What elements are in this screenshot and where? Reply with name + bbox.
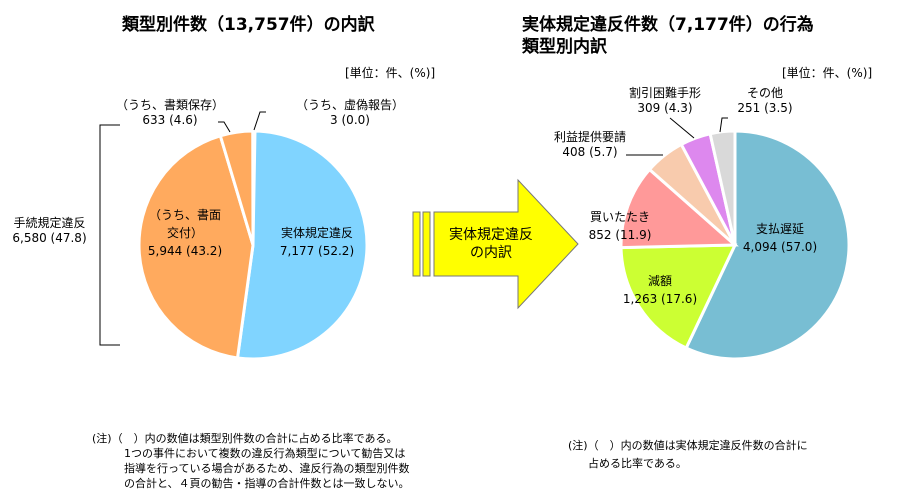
note-line: 1つの事件において複数の違反行為類型について勧告又は	[124, 447, 406, 460]
right-unit-label: [単位：件、(%)]	[782, 66, 873, 80]
arrow-bar	[412, 211, 421, 277]
right-pie-slice-2	[619, 167, 739, 250]
label-value: 7,177 (52.2)	[279, 244, 355, 258]
arrow-label-line: の内訳	[470, 245, 512, 261]
arrow-shape	[433, 178, 579, 310]
label-value: 309 (4.3)	[637, 101, 693, 115]
label-text: （うち、書類保存）	[115, 98, 224, 112]
arrow-label-line: 実体規定違反	[449, 227, 533, 243]
label-value: 251 (3.5)	[737, 101, 793, 115]
label-document-keeping: （うち、書類保存） 633 (4.6)	[100, 98, 240, 128]
label-procedural-violation: 手続規定違反 6,580 (47.8)	[2, 216, 97, 246]
label-text: 減額	[647, 274, 672, 288]
arrow-bar	[422, 211, 431, 277]
label-value: 852 (11.9)	[588, 228, 652, 242]
label-text: （うち、虚偽報告）	[295, 98, 404, 112]
right-note: (注)（ ）内の数値は実体規定違反件数の合計に 占める比率である。	[568, 437, 808, 473]
label-text: 支払遅延	[755, 222, 804, 236]
right-pie-slice-1	[619, 243, 738, 351]
label-value: 1,263 (17.6)	[622, 292, 698, 306]
left-pie-slice-1	[137, 133, 255, 360]
label-text: 実体規定違反	[280, 226, 353, 240]
label-value: 3 (0.0)	[330, 113, 370, 127]
label-text: （うち、書面交付）	[148, 208, 221, 240]
leader-line	[719, 117, 728, 133]
label-text: 利益提供要請	[553, 130, 626, 144]
label-value: 408 (5.7)	[562, 145, 618, 159]
leader-line	[253, 111, 266, 131]
right-pie-slice-0	[684, 129, 851, 361]
right-pie-slice-5	[708, 129, 737, 246]
label-text: 買いたたき	[589, 210, 650, 224]
note-line: 占める比率である。	[588, 457, 687, 470]
label-other: その他 251 (3.5)	[730, 86, 800, 116]
leader-line	[218, 121, 231, 133]
arrow-label: 実体規定違反 の内訳	[436, 226, 546, 262]
label-discount-bill: 割引困難手形 309 (4.3)	[615, 86, 715, 116]
label-benefit-request: 利益提供要請 408 (5.7)	[540, 130, 640, 160]
label-value: 6,580 (47.8)	[12, 231, 87, 245]
right-chart-title-line2: 類型別内訳	[522, 37, 607, 57]
left-note: (注)（ ）内の数値は類型別件数の合計に占める比率である。 1つの事件において複…	[92, 431, 410, 491]
left-chart-title: 類型別件数（13,757件）の内訳	[122, 15, 375, 35]
label-late-payment: 支払遅延 4,094 (57.0)	[735, 220, 825, 256]
note-line: (注)（ ）内の数値は類型別件数の合計に占める比率である。	[92, 432, 398, 445]
label-document-delivery: （うち、書面交付） 5,944 (43.2)	[130, 206, 240, 260]
label-value: 633 (4.6)	[142, 113, 198, 127]
label-text: その他	[746, 86, 783, 100]
label-reduction: 減額 1,263 (17.6)	[620, 272, 700, 308]
note-line: (注)（ ）内の数値は実体規定違反件数の合計に	[568, 439, 808, 452]
note-line: 指導を行っている場合があるため、違反行為の類型別件数	[124, 462, 410, 475]
leader-line	[669, 117, 695, 139]
label-beating-down: 買いたたき 852 (11.9)	[570, 208, 670, 244]
label-text: 手続規定違反	[13, 216, 86, 230]
label-substantive-violation: 実体規定違反 7,177 (52.2)	[262, 224, 372, 260]
right-chart-title-line1: 実体規定違反件数（7,177件）の行為	[522, 15, 814, 35]
label-false-report: （うち、虚偽報告） 3 (0.0)	[285, 98, 415, 128]
left-pie-slice-0	[235, 129, 369, 361]
label-text: 割引困難手形	[628, 86, 701, 100]
left-pie-slice-3	[251, 129, 257, 246]
note-line: の合計と、４頁の勧告・指導の合計件数とは一致しない。	[124, 477, 410, 490]
label-value: 4,094 (57.0)	[742, 240, 818, 254]
label-value: 5,944 (43.2)	[147, 244, 223, 258]
procedural-bracket	[99, 124, 120, 346]
left-unit-label: [単位：件、(%)]	[345, 66, 436, 80]
